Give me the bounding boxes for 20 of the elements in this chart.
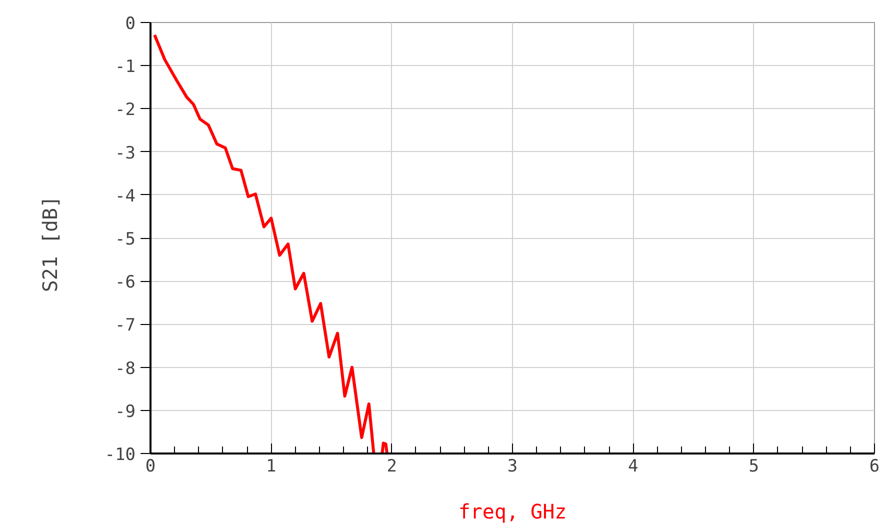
x-axis-title: freq, GHz	[458, 500, 567, 524]
x-tick-label: 0	[145, 456, 156, 476]
y-tick-label: -2	[115, 100, 136, 120]
y-tick-label: 0	[125, 14, 136, 34]
y-tick-label: -6	[115, 272, 136, 293]
y-tick-label: -7	[115, 316, 136, 336]
x-tick-label: 2	[386, 456, 397, 476]
y-tick-label: -10	[104, 445, 136, 465]
x-tick-label: 6	[869, 456, 880, 476]
y-tick-label: -9	[115, 402, 136, 422]
y-tick-label: -4	[115, 186, 136, 206]
y-tick-label: -1	[115, 57, 136, 78]
x-tick-label: 1	[266, 456, 276, 476]
y-tick-label: -3	[115, 143, 136, 164]
x-tick-label: 5	[748, 456, 759, 476]
x-tick-label: 3	[507, 456, 518, 476]
y-tick-label: -8	[115, 358, 136, 379]
y-tick-label: -5	[115, 230, 136, 250]
x-tick-label: 4	[628, 456, 638, 476]
y-axis-title: S21 [dB]	[38, 196, 62, 292]
